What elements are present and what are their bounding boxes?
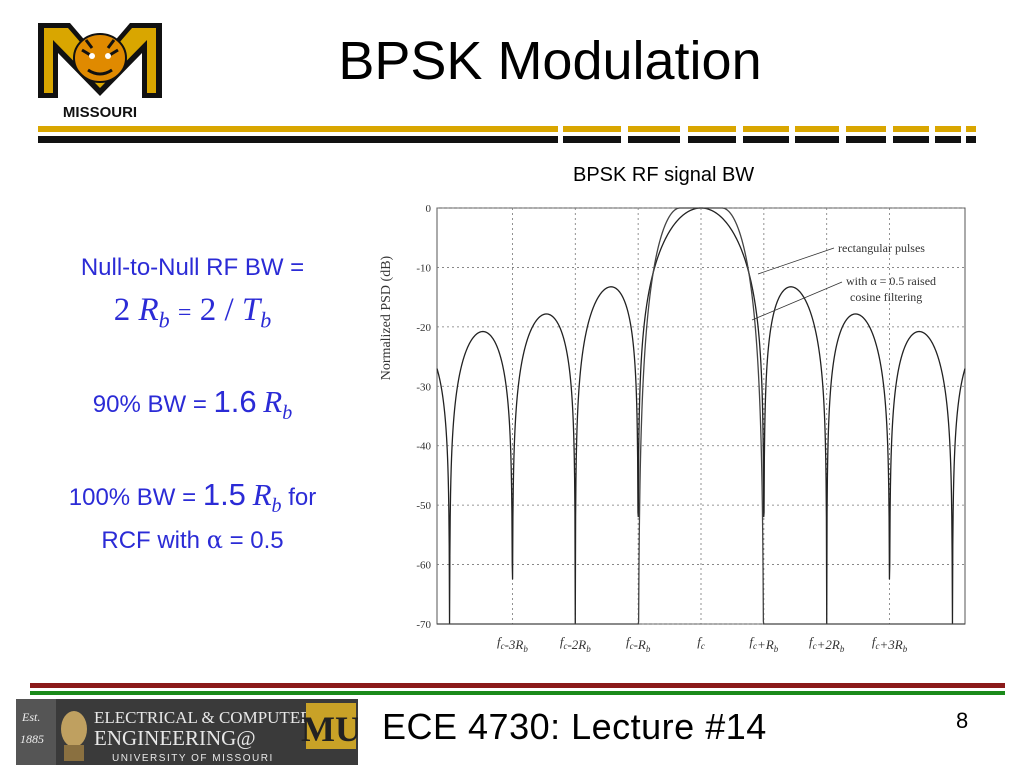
nn-sub-b2: b [260, 307, 272, 333]
null-to-null-formula: 2 Rb = 2 / Tb [20, 292, 365, 334]
slide-number: 8 [956, 708, 969, 733]
y-tick-label: -20 [416, 322, 431, 334]
footer-line3: UNIVERSITY OF MISSOURI [112, 753, 274, 764]
bw90-label: 90% BW = [92, 391, 207, 418]
footer-line1: ELECTRICAL & COMPUTER [94, 708, 312, 727]
nn-equals: = [177, 300, 192, 326]
alpha-symbol: α [206, 526, 223, 555]
footer-est: Est. [21, 710, 40, 724]
x-tick-label: fc-Rb [626, 634, 651, 654]
series-rectangular-pulses [436, 207, 966, 625]
bw100-label: 100% BW = [68, 484, 197, 511]
y-tick-label: 0 [426, 203, 432, 215]
logo-text: MISSOURI [63, 104, 137, 121]
x-tick-label: fc-3Rb [497, 634, 528, 654]
y-tick-label: -60 [416, 560, 431, 572]
bw90-line: 90% BW = 1.6 Rb [20, 384, 365, 425]
bw90-value: 1.6 [213, 384, 257, 419]
bw90-r: R [263, 384, 283, 419]
x-tick-label: fc+Rb [749, 634, 778, 654]
footer-mu: MU [301, 709, 358, 749]
bw100-r: R [252, 477, 272, 512]
annotation-rect: rectangular pulses [838, 241, 925, 255]
rcf-label: RCF with [101, 527, 201, 555]
bw100-for: for [288, 484, 317, 511]
x-tick-label: fc-2Rb [560, 634, 591, 654]
footer-title: ECE 4730: Lecture #14 [382, 706, 767, 747]
y-tick-label: -30 [416, 381, 431, 393]
missouri-tiger-logo: MISSOURI [36, 23, 164, 121]
footer-line2: ENGINEERING@ [94, 726, 256, 750]
y-axis-label: Normalized PSD (dB) [379, 255, 394, 380]
bw100-value: 1.5 [202, 477, 246, 512]
ece-mu-logo: Est. 1885 ELECTRICAL & COMPUTER ENGINEER… [16, 699, 358, 765]
y-tick-label: -50 [416, 500, 431, 512]
psd-chart: 0 -10 -20 -30 -40 -50 -60 -70 fc-3Rb fc-2Rb fc-Rb… [379, 203, 966, 654]
bw100-block: 100% BW = 1.5 Rb for RCF with α = 0.5 [10, 478, 375, 558]
y-tick-label: -70 [416, 619, 431, 631]
bw100-sub-b: b [271, 495, 282, 518]
nn-r: R [138, 292, 159, 328]
bw90-sub-b: b [282, 402, 293, 425]
y-tick-label: -10 [416, 262, 431, 274]
chart-caption: BPSK RF signal BW [573, 164, 755, 186]
nn-slash: / [224, 292, 234, 328]
nn-two: 2 [113, 292, 131, 328]
null-to-null-label: Null-to-Null RF BW = [80, 254, 305, 281]
footer-year: 1885 [20, 732, 44, 746]
x-tick-label: fc [697, 634, 705, 651]
nn-two-b: 2 [199, 292, 217, 328]
annotation-rcf-2: cosine filtering [850, 290, 922, 304]
annotation-rcf-1: with α = 0.5 raised [846, 274, 936, 288]
x-tick-label: fc+3Rb [872, 634, 908, 654]
rcf-value: = 0.5 [229, 527, 284, 555]
slide-title: BPSK Modulation [338, 31, 762, 91]
series-raised-cosine [437, 207, 965, 625]
nn-sub-b: b [158, 307, 170, 333]
x-tick-label: fc+2Rb [809, 634, 845, 654]
header-rule [38, 126, 976, 143]
nn-t: T [241, 292, 261, 328]
footer-rule [30, 683, 1005, 695]
y-tick-label: -40 [416, 441, 431, 453]
